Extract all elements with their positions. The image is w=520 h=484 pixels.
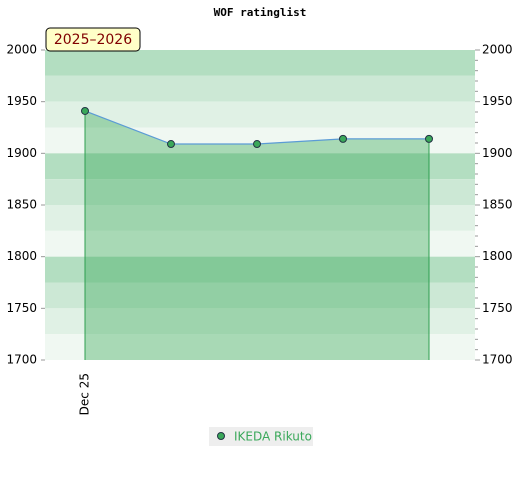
marker	[339, 134, 347, 143]
marker	[81, 106, 89, 115]
band	[45, 230, 475, 257]
marker	[167, 140, 175, 149]
y-tick-label: 1850	[6, 198, 37, 212]
y-tick-label: 1800	[6, 249, 37, 263]
plot-area	[45, 50, 475, 360]
y-tick-label: 1900	[6, 146, 37, 160]
band	[45, 256, 475, 283]
legend-label: IKEDA Rikuto	[234, 430, 312, 444]
badge-box	[45, 27, 141, 52]
band	[45, 308, 475, 335]
band	[45, 127, 475, 154]
y-tick-label: 1950	[6, 94, 37, 108]
band	[45, 179, 475, 205]
y-tick-label: 2000	[6, 43, 37, 57]
y2-tick-label: 1750	[482, 301, 513, 315]
area	[85, 110, 429, 360]
band	[45, 153, 475, 180]
band	[45, 50, 475, 76]
y2-tick-label: 1950	[482, 94, 513, 108]
y2-tick-label: 1800	[482, 249, 513, 263]
marker	[425, 134, 433, 143]
legend-box	[209, 427, 313, 446]
band	[45, 75, 475, 102]
legend-marker	[217, 432, 225, 440]
y2-tick-label: 1900	[482, 146, 513, 160]
y2-tick-label: 2000	[482, 43, 513, 57]
band	[45, 334, 475, 360]
y2-tick-label: 1700	[482, 353, 513, 367]
y-tick-label: 1700	[6, 353, 37, 367]
chart-title: WOF ratinglist	[214, 6, 307, 19]
y2-tick-label: 1850	[482, 198, 513, 212]
marker	[253, 140, 261, 149]
band	[45, 282, 475, 309]
y-tick-label: 1750	[6, 301, 37, 315]
badge: 2025–2026	[54, 32, 132, 48]
band	[45, 205, 475, 231]
x-tick-label: Dec 25	[78, 373, 92, 415]
